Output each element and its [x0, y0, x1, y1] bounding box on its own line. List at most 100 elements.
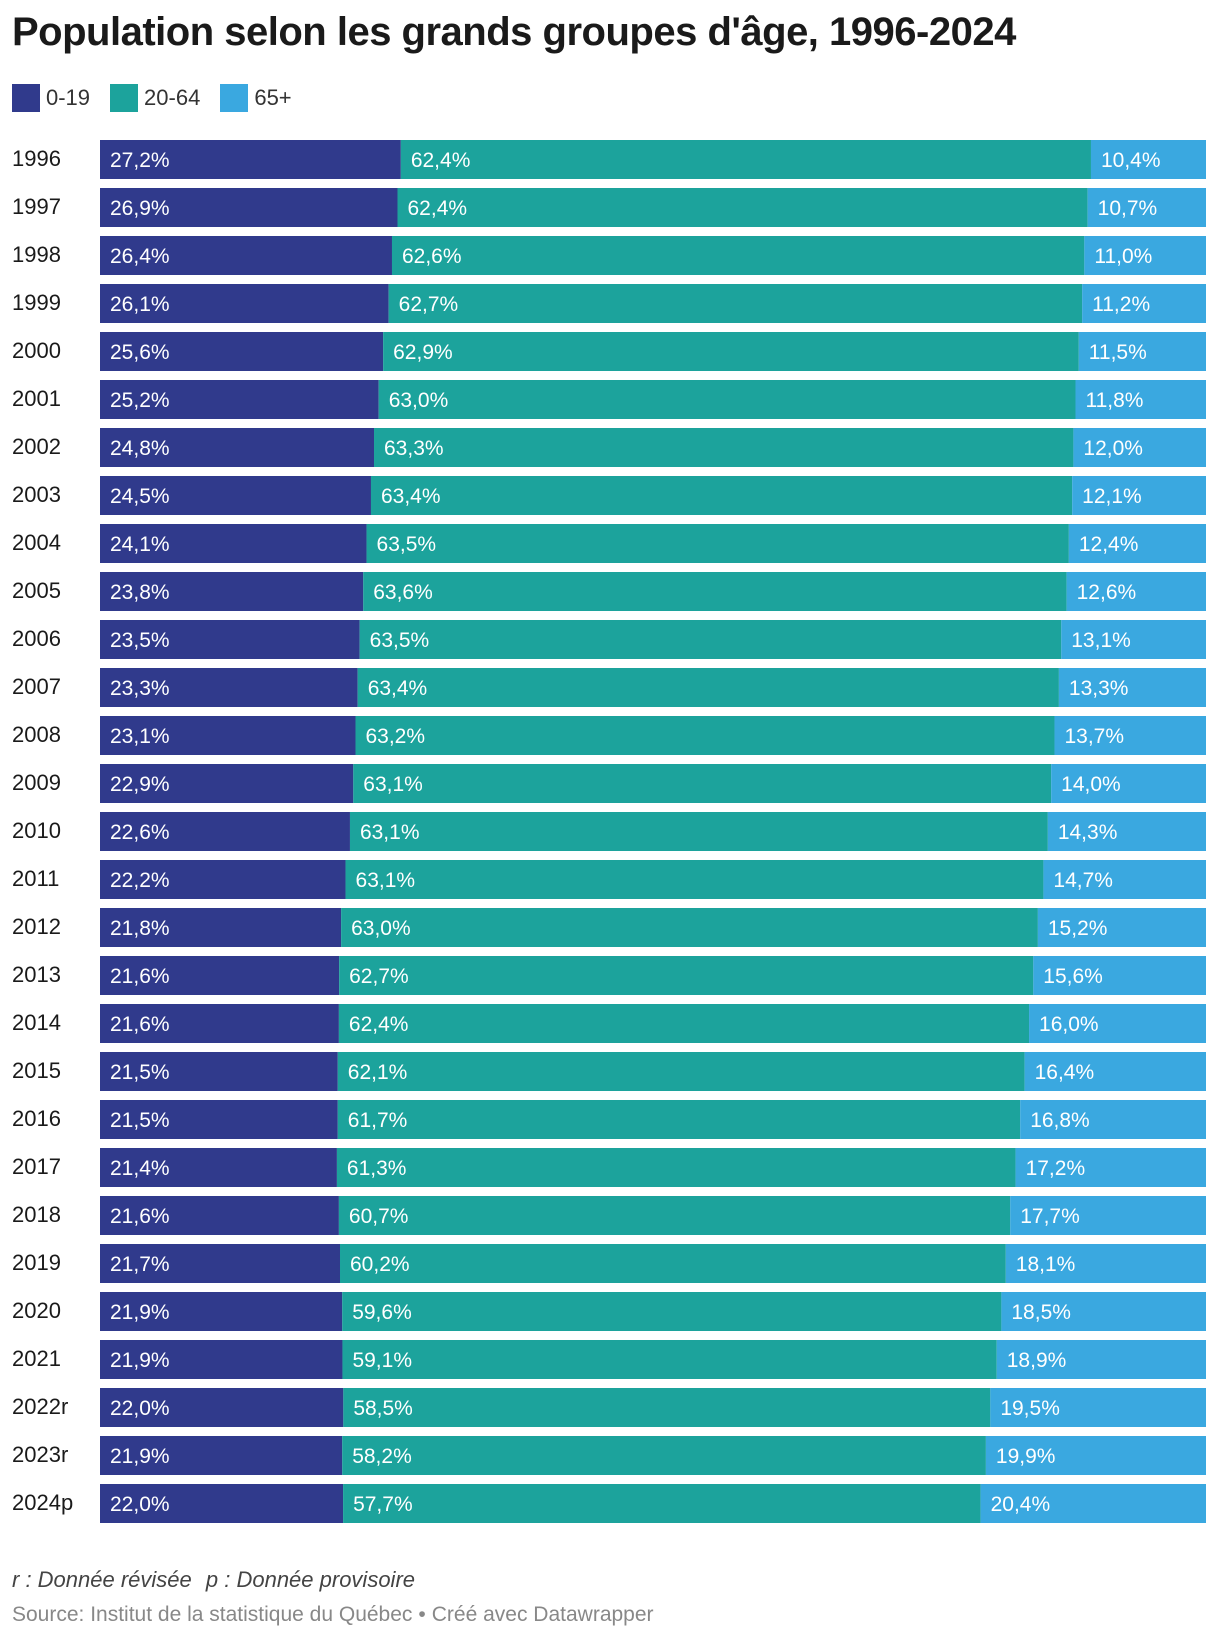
value-label-65-plus-2023r: 19,9%: [996, 1445, 1056, 1468]
value-label-20-64-2023r: 58,2%: [352, 1445, 412, 1468]
value-label-20-64-2024p: 57,7%: [353, 1493, 413, 1516]
row-label-1997: 1997: [12, 194, 61, 219]
legend-label-20-64: 20-64: [144, 85, 201, 110]
value-label-20-64-2015: 62,1%: [348, 1061, 408, 1084]
row-label-2014: 2014: [12, 1010, 61, 1035]
row-label-2023r: 2023r: [12, 1442, 68, 1467]
bar-0-19-2017: [100, 1148, 337, 1187]
row-label-2001: 2001: [12, 386, 61, 411]
value-label-20-64-2020: 59,6%: [352, 1301, 412, 1324]
note-revised: r : Donnée révisée: [12, 1567, 192, 1592]
value-label-0-19-2008: 23,1%: [110, 725, 170, 748]
value-label-20-64-1998: 62,6%: [402, 245, 462, 268]
row-label-2009: 2009: [12, 770, 61, 795]
bar-0-19-2010: [100, 812, 350, 851]
value-label-20-64-2007: 63,4%: [368, 677, 428, 700]
bar-20-64-1999: [388, 284, 1083, 323]
value-label-0-19-2020: 21,9%: [110, 1301, 170, 1324]
bar-65-plus-2004: [1068, 524, 1206, 563]
value-label-20-64-1997: 62,4%: [408, 197, 468, 220]
value-label-65-plus-2001: 11,8%: [1085, 389, 1143, 412]
value-label-0-19-2001: 25,2%: [110, 389, 170, 412]
bar-65-plus-2015: [1024, 1052, 1206, 1091]
row-label-2020: 2020: [12, 1298, 61, 1323]
value-label-0-19-2019: 21,7%: [110, 1253, 170, 1276]
value-label-0-19-2018: 21,6%: [110, 1205, 170, 1228]
datawrapper-credit: Créé avec Datawrapper: [431, 1603, 654, 1626]
value-label-65-plus-2016: 16,8%: [1030, 1109, 1090, 1132]
bar-65-plus-2007: [1058, 668, 1206, 707]
bar-0-19-2015: [100, 1052, 338, 1091]
bar-20-64-2004: [366, 524, 1069, 563]
bar-65-plus-1997: [1087, 188, 1206, 227]
row-label-2005: 2005: [12, 578, 61, 603]
bar-20-64-2002: [374, 428, 1074, 467]
bar-20-64-2012: [341, 908, 1038, 947]
row-label-2000: 2000: [12, 338, 61, 363]
bar-0-19-2021: [100, 1340, 343, 1379]
bar-65-plus-2018: [1010, 1196, 1206, 1235]
bar-20-64-2003: [370, 476, 1073, 515]
bar-65-plus-2022r: [990, 1388, 1206, 1427]
legend: 0-19 20-64 65+: [12, 84, 292, 112]
value-label-65-plus-2004: 12,4%: [1079, 533, 1139, 556]
value-label-20-64-2004: 63,5%: [377, 533, 437, 556]
bar-65-plus-2012: [1037, 908, 1206, 947]
value-label-65-plus-2022r: 19,5%: [1000, 1397, 1060, 1420]
bar-65-plus-2021: [996, 1340, 1206, 1379]
value-label-65-plus-2014: 16,0%: [1039, 1013, 1099, 1036]
value-label-20-64-2013: 62,7%: [349, 965, 409, 988]
bar-0-19-2002: [100, 428, 375, 467]
bar-0-19-1999: [100, 284, 389, 323]
value-label-20-64-2010: 63,1%: [360, 821, 420, 844]
bar-20-64-2005: [363, 572, 1067, 611]
bar-20-64-2009: [353, 764, 1052, 803]
value-label-0-19-2006: 23,5%: [110, 629, 170, 652]
value-label-20-64-2006: 63,5%: [370, 629, 430, 652]
value-label-65-plus-2020: 18,5%: [1011, 1301, 1071, 1324]
value-label-20-64-2008: 63,2%: [365, 725, 425, 748]
row-label-1998: 1998: [12, 242, 61, 267]
bar-0-19-1997: [100, 188, 398, 227]
row-label-1996: 1996: [12, 146, 61, 171]
row-label-2004: 2004: [12, 530, 61, 555]
value-label-0-19-2007: 23,3%: [110, 677, 170, 700]
stacked-bar-chart: 1996 27,2% 62,4% 10,4% 1997 26,9% 62,4% 10,7% 19…: [12, 140, 1206, 1523]
value-label-0-19-2017: 21,4%: [110, 1157, 170, 1180]
value-label-20-64-2011: 63,1%: [356, 869, 416, 892]
value-label-65-plus-2017: 17,2%: [1026, 1157, 1086, 1180]
value-label-65-plus-2000: 11,5%: [1089, 341, 1147, 364]
value-label-65-plus-2007: 13,3%: [1069, 677, 1129, 700]
value-label-65-plus-2002: 12,0%: [1083, 437, 1143, 460]
bar-65-plus-2001: [1075, 380, 1206, 419]
value-label-20-64-2014: 62,4%: [349, 1013, 409, 1036]
row-label-2008: 2008: [12, 722, 61, 747]
value-label-20-64-2005: 63,6%: [373, 581, 433, 604]
value-label-20-64-1996: 62,4%: [411, 149, 471, 172]
row-label-2003: 2003: [12, 482, 61, 507]
value-label-65-plus-2018: 17,7%: [1020, 1205, 1080, 1228]
bar-20-64-2016: [337, 1100, 1021, 1139]
value-label-20-64-2022r: 58,5%: [353, 1397, 413, 1420]
value-label-65-plus-2003: 12,1%: [1082, 485, 1142, 508]
row-label-2002: 2002: [12, 434, 61, 459]
bar-20-64-2015: [337, 1052, 1025, 1091]
bar-65-plus-2011: [1043, 860, 1206, 899]
value-label-65-plus-2010: 14,3%: [1058, 821, 1118, 844]
value-label-20-64-2018: 60,7%: [349, 1205, 409, 1228]
value-label-0-19-2015: 21,5%: [110, 1061, 170, 1084]
value-label-65-plus-1998: 11,0%: [1094, 245, 1152, 268]
chart-title: Population selon les grands groupes d'âg…: [12, 10, 1016, 54]
bar-65-plus-2006: [1061, 620, 1206, 659]
bar-20-64-2014: [338, 1004, 1030, 1043]
bar-0-19-2019: [100, 1244, 340, 1283]
row-label-2019: 2019: [12, 1250, 61, 1275]
bar-65-plus-2023r: [985, 1436, 1206, 1475]
row-label-2015: 2015: [12, 1058, 61, 1083]
bar-20-64-2008: [355, 716, 1055, 755]
bar-0-19-2009: [100, 764, 354, 803]
value-label-0-19-2023r: 21,9%: [110, 1445, 170, 1468]
value-label-0-19-2014: 21,6%: [110, 1013, 170, 1036]
note-provisional: p : Donnée provisoire: [205, 1567, 416, 1592]
bar-0-19-2016: [100, 1100, 338, 1139]
